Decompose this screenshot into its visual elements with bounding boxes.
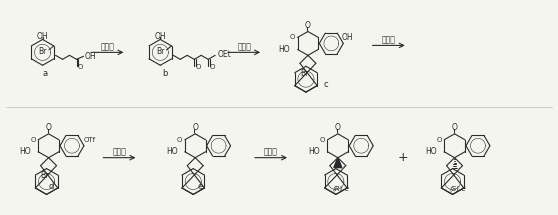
Text: OH: OH [155, 32, 166, 41]
Text: Br: Br [40, 171, 49, 180]
Text: 步骤四: 步骤四 [113, 147, 126, 156]
Text: Br: Br [156, 47, 165, 56]
Text: O: O [195, 64, 201, 70]
Text: OH: OH [85, 52, 97, 61]
Text: Br: Br [300, 69, 308, 78]
Text: +: + [397, 151, 408, 164]
Text: O: O [290, 34, 295, 40]
Text: c: c [324, 80, 328, 89]
Text: OEt: OEt [217, 50, 231, 59]
Text: O: O [335, 123, 341, 132]
Text: (R)-e: (R)-e [332, 185, 349, 192]
Text: OH: OH [341, 33, 353, 42]
Text: 步骤一: 步骤一 [100, 42, 114, 51]
Text: 步骤五: 步骤五 [264, 147, 278, 156]
Text: O: O [78, 64, 83, 70]
Text: a: a [42, 69, 47, 78]
Text: O: O [209, 64, 215, 70]
Text: O: O [320, 137, 325, 143]
Text: HO: HO [20, 147, 31, 156]
Text: O: O [46, 123, 51, 132]
Text: 步骤二: 步骤二 [237, 42, 251, 51]
Text: HO: HO [425, 147, 437, 156]
Text: HO: HO [166, 147, 177, 156]
Text: O: O [31, 137, 36, 143]
Text: OH: OH [37, 32, 49, 41]
Text: d: d [49, 182, 54, 191]
Text: O: O [305, 21, 311, 30]
Text: O: O [193, 123, 198, 132]
Text: Br: Br [39, 47, 47, 56]
Text: HO: HO [279, 45, 290, 54]
Text: 步骤三: 步骤三 [382, 35, 396, 44]
Text: HO: HO [309, 147, 320, 156]
Text: OTf: OTf [84, 137, 96, 143]
Text: e: e [198, 182, 203, 191]
Text: O: O [451, 123, 458, 132]
Polygon shape [334, 158, 342, 168]
Text: b: b [162, 69, 168, 78]
Text: (S)-e: (S)-e [449, 185, 466, 192]
Text: O: O [177, 137, 182, 143]
Text: O: O [436, 137, 442, 143]
